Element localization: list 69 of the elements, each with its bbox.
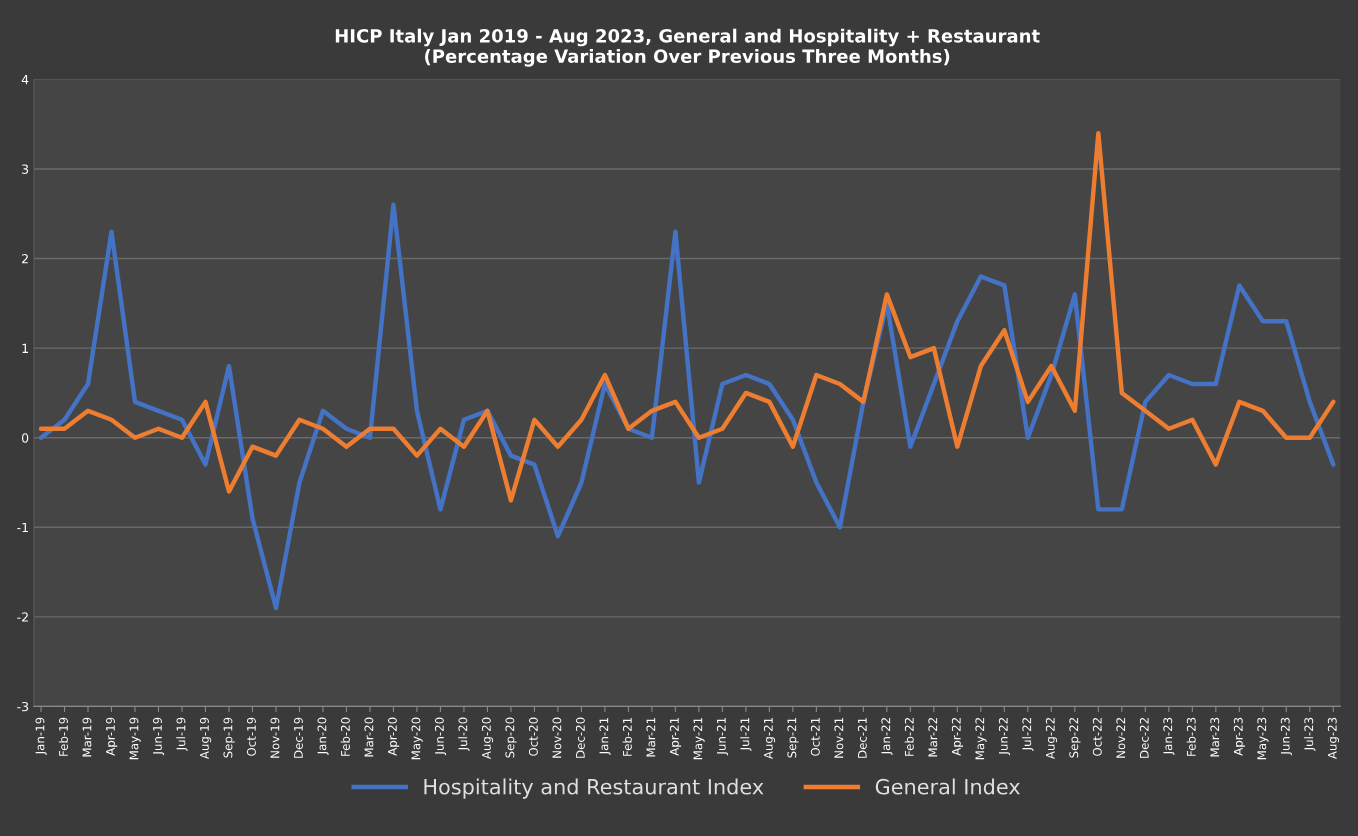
x-tick-label: Feb-22 bbox=[904, 718, 914, 756]
x-tick-label: Sep-21 bbox=[787, 717, 799, 758]
x-tick-label: May-21 bbox=[693, 717, 705, 760]
x-tick-label: Jun-21 bbox=[716, 717, 729, 756]
x-tick-label: Nov-19 bbox=[270, 717, 280, 758]
x-tick-label: Feb-20 bbox=[340, 717, 350, 756]
x-tick-label: Apr-19 bbox=[105, 717, 118, 756]
x-tick-label: Jun-22 bbox=[998, 718, 1010, 756]
y-tick-label: -1 bbox=[17, 522, 28, 533]
x-tick-label: Sep-19 bbox=[223, 717, 235, 758]
x-tick-label: Sep-20 bbox=[505, 717, 517, 758]
x-tick-label: Oct-21 bbox=[810, 717, 820, 756]
y-tick-label: 1 bbox=[22, 343, 28, 353]
x-tick-label: Aug-20 bbox=[481, 717, 494, 760]
x-tick-label: Sep-22 bbox=[1069, 718, 1081, 758]
x-tick-label: Apr-22 bbox=[951, 718, 964, 756]
x-tick-label: May-20 bbox=[411, 717, 423, 760]
x-tick-label: Jul-23 bbox=[1304, 717, 1316, 751]
y-tick-label: -3 bbox=[17, 701, 29, 712]
x-tick-label: Jul-22 bbox=[1022, 718, 1034, 751]
x-tick-label: Nov-20 bbox=[552, 717, 562, 758]
x-tick-label: Jun-19 bbox=[152, 717, 165, 756]
x-tick-label: Jan-22 bbox=[881, 718, 893, 755]
x-tick-label: Jan-21 bbox=[599, 717, 611, 755]
x-tick-label: Mar-22 bbox=[928, 718, 938, 757]
x-tick-label: Feb-23 bbox=[1186, 717, 1196, 756]
x-tick-label: Mar-23 bbox=[1210, 717, 1220, 757]
line-series bbox=[38, 130, 1336, 503]
x-tick-label: Dec-19 bbox=[293, 717, 303, 758]
x-tick-label: Oct-22 bbox=[1092, 718, 1102, 756]
x-tick-label: Jul-20 bbox=[458, 717, 470, 751]
x-tick-label: Jul-19 bbox=[176, 717, 188, 751]
x-tick-label: Dec-21 bbox=[857, 717, 867, 758]
x-tick-label: Jul-21 bbox=[740, 717, 752, 751]
x-tick-label: May-19 bbox=[129, 717, 141, 760]
x-tick-label: Mar-20 bbox=[364, 717, 374, 757]
x-tick-label: Mar-19 bbox=[82, 717, 92, 757]
x-tick-label: Apr-20 bbox=[387, 717, 400, 756]
x-tick-label: Oct-20 bbox=[528, 717, 538, 756]
x-tick-label: Aug-21 bbox=[763, 717, 776, 760]
y-tick-label: 2 bbox=[22, 254, 28, 264]
x-tick-label: Jan-23 bbox=[1163, 717, 1175, 755]
x-tick-label: Mar-21 bbox=[646, 717, 656, 757]
line-series bbox=[38, 202, 1336, 611]
x-tick-label: Jun-23 bbox=[1280, 717, 1292, 756]
x-tick-label: Nov-21 bbox=[834, 717, 844, 758]
x-tick-label: Aug-23 bbox=[1327, 717, 1340, 760]
x-tick-label: Feb-21 bbox=[622, 717, 632, 756]
x-tick-label: Nov-22 bbox=[1116, 718, 1126, 758]
x-tick-label: Dec-20 bbox=[575, 717, 585, 758]
x-tick-label: Aug-22 bbox=[1045, 718, 1058, 760]
x-tick-label: May-23 bbox=[1257, 717, 1269, 760]
chart-title: HICP Italy Jan 2019 - Aug 2023, General and Hospitality + Restaurant (Percentage Variation Over Previous Three Months) bbox=[335, 28, 1040, 67]
x-tick-label: Oct-19 bbox=[246, 717, 256, 756]
legend-label: Hospitality and Restaurant Index bbox=[424, 778, 764, 799]
x-tick-label: Apr-23 bbox=[1233, 717, 1246, 756]
x-tick-label: May-22 bbox=[975, 718, 987, 760]
legend-label: General Index bbox=[875, 778, 1020, 795]
y-tick-label: 0 bbox=[21, 433, 29, 443]
x-tick-label: Aug-19 bbox=[199, 717, 212, 760]
x-tick-label: Jan-19 bbox=[35, 717, 47, 755]
x-tick-label: Apr-21 bbox=[669, 717, 682, 756]
x-tick-label: Jan-20 bbox=[317, 717, 329, 755]
y-tick-label: -2 bbox=[17, 612, 28, 622]
y-tick-label: 3 bbox=[22, 164, 29, 174]
x-tick-label: Jun-20 bbox=[434, 717, 447, 756]
x-tick-label: Dec-22 bbox=[1139, 718, 1149, 758]
y-tick-label: 4 bbox=[21, 75, 29, 85]
x-tick-label: Feb-19 bbox=[58, 717, 68, 756]
